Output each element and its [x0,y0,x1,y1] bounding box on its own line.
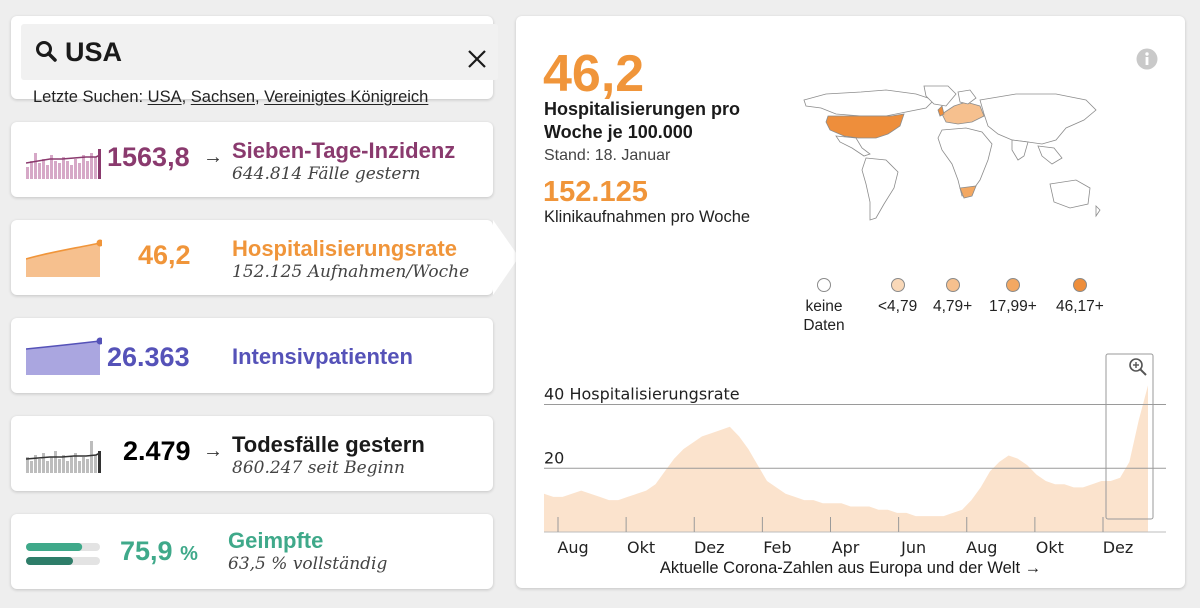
first-dose-bar [26,543,83,551]
vaccinated-value: 75,9 % [120,536,198,567]
chart-x-tick-label: Dez [694,538,725,557]
world-map[interactable] [766,84,1106,244]
deaths-title: Todesfälle gestern [232,432,425,457]
map-central-america [835,135,871,157]
map-uk [937,105,945,117]
chart-zoom-window [1105,353,1154,520]
deaths-value: 2.479 [123,436,191,466]
recent-searches: Letzte Suchen: USA, Sachsen, Vereinigtes… [33,88,429,106]
map-scandinavia [957,89,977,105]
metric-incidence-card[interactable]: 1563,8 → Sieben-Tage-Inzidenz 644.814 Fä… [11,122,493,197]
vaccinated-number: 75,9 [120,536,173,566]
chart-x-tick-label: Feb [763,538,791,557]
detail-value: 46,2 [543,45,645,103]
metric-hospital-card[interactable]: 46,2 Hospitalisierungsrate 152.125 Aufna… [11,220,519,295]
incidence-value: 1563,8 [107,142,190,172]
legend-label: <4,79 [878,298,918,315]
recent-search-sachsen[interactable]: Sachsen [190,88,255,106]
deaths-arrow: → [203,440,223,462]
map-africa [937,127,993,197]
map-new-zealand [1095,205,1101,218]
detail-label: Hospitalisierungen pro Woche je 100.000 [544,99,741,142]
legend-item-lt-4-79: <4,79 [878,278,917,316]
map-southeast-asia [1037,145,1063,165]
info-icon[interactable] [1136,48,1158,70]
search-box[interactable] [21,24,498,80]
map-south-america [861,157,899,221]
vaccinated-percent-symbol: % [180,543,198,565]
incidence-subtitle: 644.814 Fälle gestern [232,164,421,184]
chart-tick-label: 20 [544,448,564,467]
legend-item-no-data: keine Daten [794,278,854,335]
icu-value: 26.363 [107,342,190,372]
incidence-sparkline [26,149,101,179]
icu-sparkline [26,337,102,375]
chart-x-tick-label: Aug [557,538,588,557]
detail-panel: 46,2 Hospitalisierungen pro Woche je 100… [516,16,1185,588]
search-input[interactable] [65,32,445,72]
metric-deaths-card[interactable]: 2.479 → Todesfälle gestern 860.247 seit … [11,416,493,491]
legend-dot [945,278,960,292]
recent-search-usa[interactable]: USA [147,88,182,106]
zoom-in-icon[interactable] [1129,358,1147,376]
icu-title: Intensivpatienten [232,344,413,369]
legend-item-46-17: 46,17+ [1056,278,1104,316]
legend-dot [890,278,905,292]
metric-icu-card[interactable]: 26.363 Intensivpatienten [11,318,493,393]
chart-x-tick-label: Apr [832,538,860,557]
map-north-america-north [803,89,935,117]
hospital-value: 46,2 [138,240,191,270]
detail-date: Stand: 18. Januar [544,147,671,164]
vaccination-bars [26,543,100,565]
legend-label: 17,99+ [989,298,1037,315]
incidence-title: Sieben-Tage-Inzidenz [232,138,456,163]
legend-dot [1005,278,1020,292]
search-icon [36,41,57,62]
detail-second-label: Klinikaufnahmen pro Woche [544,208,751,226]
deaths-sparkline [26,441,101,473]
hospital-subtitle: 152.125 Aufnahmen/Woche [232,262,470,282]
legend-dot [817,278,831,292]
legend-item-17-99: 17,99+ [989,278,1037,316]
detail-second-value: 152.125 [543,176,648,208]
active-card-pointer [493,220,519,295]
chart-x-tick-label: Dez [1103,538,1134,557]
vaccinated-subtitle: 63,5 % vollständig [228,554,388,574]
legend-label: 46,17+ [1056,298,1104,315]
chart-tick-label: 40 Hospitalisierungsrate [544,385,740,404]
legend-item-4-79: 4,79+ [933,278,972,316]
deaths-subtitle: 860.247 seit Beginn [232,458,405,478]
legend-label: 4,79+ [933,298,973,315]
world-numbers-link[interactable]: Aktuelle Corona-Zahlen aus Europa und de… [659,559,1042,577]
hospitalization-chart[interactable]: 20 40 Hospitalisierungsrate Aug Okt Dez Feb Ap… [536,349,1176,559]
close-icon[interactable] [467,49,487,69]
hospital-sparkline [26,239,102,277]
map-legend: keine Daten <4,79 4,79+ 17,99+ 46,17+ [794,278,1114,338]
map-greenland [923,85,957,107]
vaccinated-title: Geimpfte [228,528,324,553]
full-dose-bar [26,557,73,565]
map-india [1011,139,1029,161]
chart-x-tick-label: Jun [900,538,926,557]
map-usa [825,113,905,139]
search-card: Letzte Suchen: USA, Sachsen, Vereinigtes… [11,16,498,106]
map-australia [1049,179,1091,209]
chart-x-tick-label: Okt [627,538,655,557]
hospital-title: Hospitalisierungsrate [232,236,457,261]
map-asia [979,93,1097,145]
chart-x-tick-label: Okt [1036,538,1064,557]
chart-x-tick-label: Aug [966,538,997,557]
legend-label: keine Daten [803,298,845,334]
recent-searches-label: Letzte Suchen: [33,88,144,106]
metric-vaccinated-card[interactable]: 75,9 % Geimpfte 63,5 % vollständig [11,514,493,589]
recent-search-uk[interactable]: Vereinigtes Königreich [264,88,429,106]
incidence-arrow: → [203,146,223,168]
map-south-africa [959,185,977,199]
map-europe [941,101,985,125]
chart-area [544,385,1148,532]
legend-dot [1072,278,1087,292]
